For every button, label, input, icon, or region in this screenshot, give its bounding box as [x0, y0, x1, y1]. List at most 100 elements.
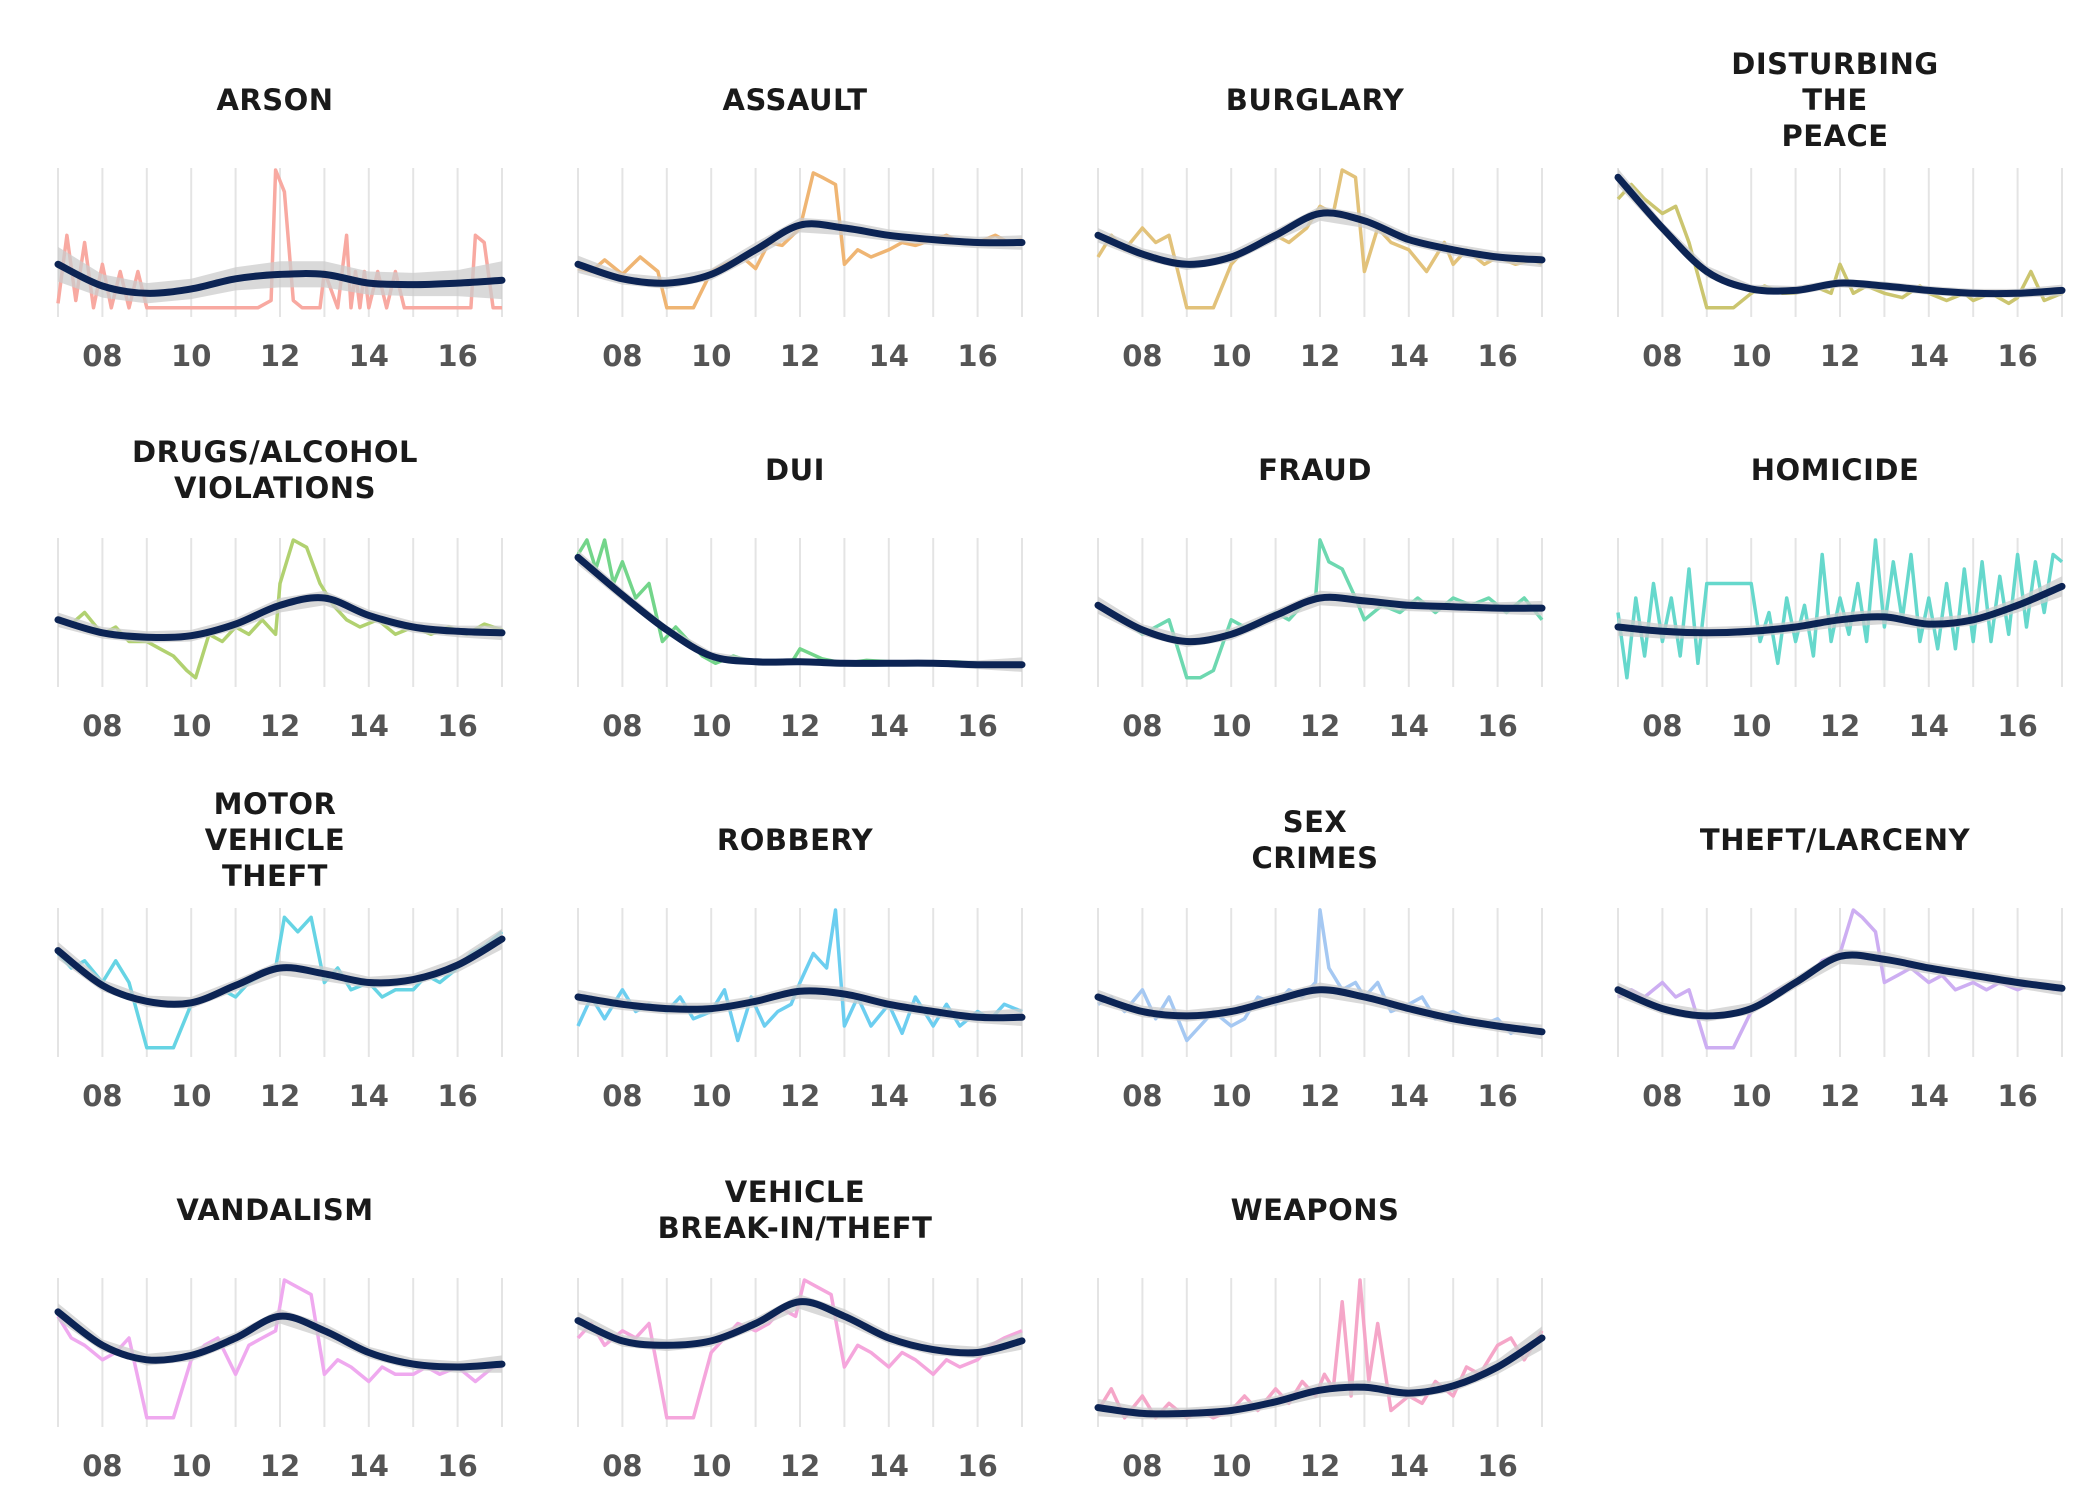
x-tick-label: 12 — [1820, 709, 1860, 743]
x-tick-label: 12 — [780, 339, 820, 373]
trend-line — [1094, 209, 1546, 268]
x-tick-label: 16 — [1997, 709, 2037, 743]
x-tick-label: 16 — [1477, 709, 1517, 743]
x-tick-label: 16 — [437, 709, 477, 743]
x-tick-label: 14 — [1389, 709, 1429, 743]
panel-title: DRUGS/ALCOHOL VIOLATIONS — [132, 435, 418, 505]
panel-plot: 08 10 12 14 16 — [54, 168, 506, 373]
trend-line — [54, 594, 506, 641]
x-tick-label: 16 — [1477, 339, 1517, 373]
panel-plot: 08 10 12 14 16 — [54, 538, 506, 743]
x-tick-label: 12 — [1300, 1079, 1340, 1113]
panel-title: SEX CRIMES — [1251, 805, 1379, 875]
x-tick-label: 14 — [869, 1079, 909, 1113]
panel-plot: 08 10 12 14 16 — [574, 538, 1026, 743]
confidence-band — [1098, 982, 1542, 1040]
confidence-band — [1098, 206, 1542, 271]
chart-panel: VEHICLE BREAK-IN/THEFT 08 10 12 14 16 — [535, 1125, 1055, 1495]
trend-line — [574, 220, 1026, 287]
x-tick-label: 16 — [1477, 1079, 1517, 1113]
series-line — [1616, 538, 2064, 680]
chart-panel: ASSAULT 08 10 12 14 16 — [535, 15, 1055, 385]
x-tick-label: 16 — [1477, 1449, 1517, 1483]
panel-plot: 08 10 12 14 16 — [54, 908, 506, 1113]
x-tick-label: 10 — [691, 339, 731, 373]
x-tick-label: 14 — [1909, 709, 1949, 743]
x-tick-label: 10 — [171, 1079, 211, 1113]
x-tick-label: 08 — [1122, 1079, 1162, 1113]
x-tick-label: 12 — [260, 1449, 300, 1483]
trend-line — [574, 987, 1026, 1022]
x-tick-label: 10 — [691, 709, 731, 743]
x-tick-label: 14 — [349, 1449, 389, 1483]
x-tick-label: 10 — [171, 339, 211, 373]
x-tick-label: 12 — [1300, 339, 1340, 373]
x-tick-label: 10 — [691, 1079, 731, 1113]
panel-plot: 08 10 12 14 16 — [1094, 538, 1546, 743]
confidence-band — [58, 590, 502, 643]
x-tick-label: 14 — [1389, 339, 1429, 373]
x-tick-label: 08 — [1642, 709, 1682, 743]
x-tick-label: 16 — [437, 339, 477, 373]
chart-panel: DRUGS/ALCOHOL VIOLATIONS 08 10 12 14 16 — [15, 385, 535, 755]
trend-line — [574, 1298, 1026, 1357]
panel-title: DISTURBING THE PEACE — [1731, 47, 1939, 153]
panel-plot: 08 10 12 14 16 — [1614, 538, 2066, 743]
panel-plot: 08 10 12 14 16 — [1094, 168, 1546, 373]
x-tick-label: 16 — [957, 1079, 997, 1113]
chart-panel: WEAPONS 08 10 12 14 16 — [1055, 1125, 1575, 1495]
confidence-band — [58, 1303, 502, 1373]
trend-line — [54, 935, 506, 1008]
x-tick-label: 08 — [1122, 339, 1162, 373]
chart-panel: BURGLARY 08 10 12 14 16 — [1055, 15, 1575, 385]
chart-panel: THEFT/LARCENY 08 10 12 14 16 — [1575, 755, 2095, 1125]
trend-line — [1614, 951, 2066, 1020]
x-tick-label: 10 — [1731, 709, 1771, 743]
confidence-band — [1618, 949, 2062, 1022]
x-tick-label: 08 — [602, 1449, 642, 1483]
x-tick-label: 12 — [1300, 1449, 1340, 1483]
x-tick-label: 12 — [1820, 339, 1860, 373]
x-tick-label: 08 — [1122, 1449, 1162, 1483]
x-tick-label: 08 — [1122, 709, 1162, 743]
panel-plot: 08 10 12 14 16 — [1094, 908, 1546, 1113]
x-tick-label: 10 — [171, 709, 211, 743]
panel-title: MOTOR VEHICLE THEFT — [204, 787, 346, 893]
chart-panel: ROBBERY 08 10 12 14 16 — [535, 755, 1055, 1125]
trend-line — [1094, 986, 1546, 1036]
panel-title: VEHICLE BREAK-IN/THEFT — [657, 1175, 933, 1245]
x-tick-label: 14 — [869, 339, 909, 373]
trend-line — [1094, 593, 1546, 646]
panel-title: BURGLARY — [1225, 83, 1405, 117]
x-tick-label: 16 — [1997, 1079, 2037, 1113]
x-tick-label: 12 — [1300, 709, 1340, 743]
x-tick-label: 14 — [1389, 1449, 1429, 1483]
x-tick-label: 08 — [602, 339, 642, 373]
panel-plot: 08 10 12 14 16 — [574, 1278, 1026, 1483]
trend-line — [54, 260, 506, 297]
chart-panel: DUI 08 10 12 14 16 — [535, 385, 1055, 755]
chart-panel: FRAUD 08 10 12 14 16 — [1055, 385, 1575, 755]
panel-plot: 08 10 12 14 16 — [574, 168, 1026, 373]
chart-panel: VANDALISM 08 10 12 14 16 — [15, 1125, 535, 1495]
x-tick-label: 14 — [349, 709, 389, 743]
x-tick-label: 10 — [691, 1449, 731, 1483]
panel-title: WEAPONS — [1230, 1193, 1400, 1227]
x-tick-label: 12 — [780, 709, 820, 743]
x-tick-label: 14 — [1909, 1079, 1949, 1113]
chart-panel: ARSON 08 10 12 14 16 — [15, 15, 535, 385]
panel-title: VANDALISM — [176, 1193, 374, 1227]
x-tick-label: 08 — [602, 1079, 642, 1113]
x-tick-label: 12 — [260, 339, 300, 373]
x-tick-label: 14 — [1909, 339, 1949, 373]
x-tick-label: 08 — [602, 709, 642, 743]
x-tick-label: 12 — [1820, 1079, 1860, 1113]
x-tick-label: 10 — [1731, 339, 1771, 373]
x-tick-label: 08 — [1642, 1079, 1682, 1113]
x-tick-label: 16 — [957, 1449, 997, 1483]
x-tick-label: 08 — [82, 339, 122, 373]
panel-title: ASSAULT — [722, 83, 868, 117]
panel-title: DUI — [765, 453, 825, 487]
series-line — [1617, 908, 2062, 1050]
